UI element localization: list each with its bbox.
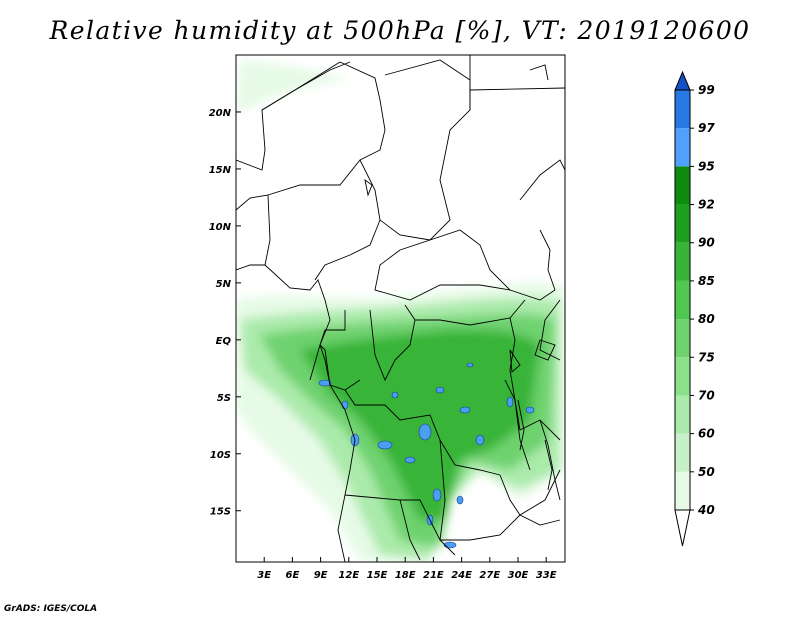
colorbar-label: 90 bbox=[698, 236, 715, 250]
lakes bbox=[364, 178, 556, 491]
colorbar-label: 97 bbox=[698, 121, 715, 135]
lon-axis: 3E 6E 9E 12E 15E 18E 21E 24E 27E 30E 33E bbox=[257, 557, 557, 581]
lon-label: 9E bbox=[314, 570, 328, 581]
lon-label: 24E bbox=[451, 570, 472, 581]
colorbar-segment bbox=[675, 280, 690, 320]
colorbar-label: 95 bbox=[698, 159, 715, 173]
lat-label: 15N bbox=[209, 165, 232, 176]
lon-label: 21E bbox=[423, 570, 444, 581]
map-frame bbox=[235, 54, 566, 563]
lon-label: 18E bbox=[395, 570, 416, 581]
lon-label: 3E bbox=[257, 570, 271, 581]
lat-label: 20N bbox=[209, 108, 232, 119]
humidity-zone-90 bbox=[300, 330, 540, 520]
colorbar-segment bbox=[675, 90, 690, 129]
colorbar-segment bbox=[674, 70, 691, 91]
colorbar-segment bbox=[675, 395, 690, 434]
lon-label: 6E bbox=[286, 570, 300, 581]
lon-label: 30E bbox=[508, 570, 529, 581]
lat-label: 5S bbox=[217, 393, 231, 404]
colorbar-segment bbox=[675, 319, 690, 358]
coastline bbox=[236, 64, 561, 562]
colorbar-label: 80 bbox=[698, 312, 715, 326]
colorbar: 40 50 60 70 75 80 85 90 92 95 97 99 bbox=[674, 70, 715, 547]
lon-label: 15E bbox=[367, 570, 388, 581]
lat-label: EQ bbox=[216, 336, 232, 347]
lon-label: 12E bbox=[338, 570, 359, 581]
colorbar-segment bbox=[675, 357, 690, 396]
lon-label: 33E bbox=[536, 570, 557, 581]
colorbar-segment bbox=[675, 166, 690, 205]
colorbar-label: 50 bbox=[698, 465, 715, 479]
colorbar-label: 60 bbox=[698, 427, 715, 441]
lat-label: 15S bbox=[210, 507, 231, 518]
colorbar-segment bbox=[674, 509, 691, 547]
colorbar-segment bbox=[675, 242, 690, 281]
colorbar-frame bbox=[674, 89, 691, 511]
colorbar-label: 92 bbox=[698, 198, 715, 212]
colorbar-label: 40 bbox=[697, 503, 715, 517]
credit-label: GrADS: IGES/COLA bbox=[4, 604, 98, 614]
colorbar-segment bbox=[675, 204, 690, 243]
colorbar-label: 85 bbox=[698, 274, 715, 288]
colorbar-segment bbox=[675, 471, 690, 510]
lat-label: 10N bbox=[209, 222, 232, 233]
colorbar-label: 99 bbox=[698, 83, 715, 97]
lat-axis: 20N 15N 10N 5N EQ 5S 10S 15S bbox=[209, 108, 241, 518]
colorbar-label: 75 bbox=[698, 350, 715, 364]
colorbar-segment bbox=[675, 128, 690, 167]
colorbar-segment bbox=[675, 433, 690, 472]
humidity-zone-40-north bbox=[236, 60, 350, 115]
lon-label: 27E bbox=[479, 570, 500, 581]
chart-title: Relative humidity at 500hPa [%], VT: 201… bbox=[49, 16, 751, 45]
lat-label: 10S bbox=[210, 450, 231, 461]
lat-label: 5N bbox=[216, 279, 232, 290]
colorbar-label: 70 bbox=[698, 388, 715, 402]
